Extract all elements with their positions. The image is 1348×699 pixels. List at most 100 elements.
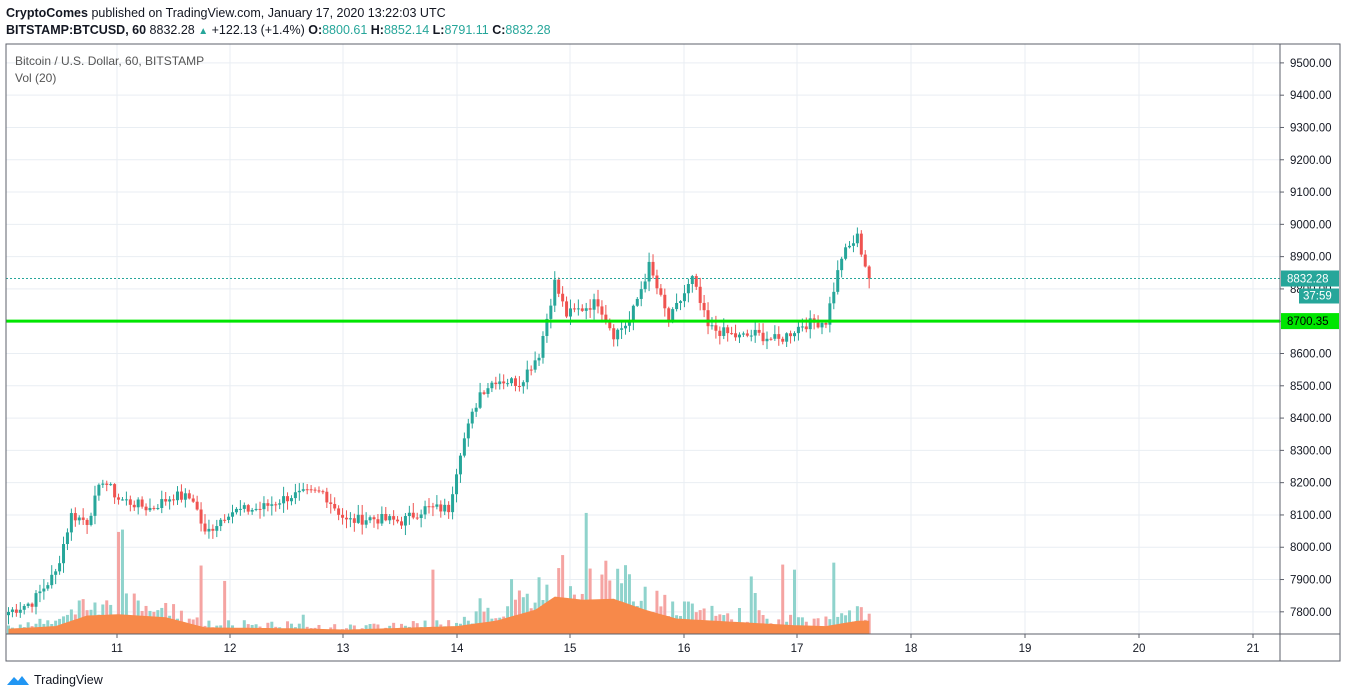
candle-body [451, 494, 455, 513]
candle-body [356, 514, 360, 523]
volume-bar [286, 621, 290, 634]
candle-body [305, 489, 309, 491]
candle-body [423, 506, 427, 515]
candle-body [482, 392, 486, 394]
volume-bar [117, 531, 121, 634]
volume-bar [38, 618, 42, 634]
time-tick-label: 12 [224, 643, 237, 655]
price-tick-label: 8500.00 [1290, 381, 1332, 393]
candle-body [848, 245, 852, 248]
candle-body [785, 333, 789, 342]
volume-bar [859, 607, 863, 634]
candle-body [58, 563, 62, 572]
candle-body [140, 499, 144, 507]
candle-body [14, 609, 18, 613]
volume-bar [832, 562, 836, 634]
candle-body [749, 335, 753, 337]
candle-body [620, 328, 624, 330]
candle-body [647, 261, 651, 282]
volume-bar [686, 601, 690, 634]
candle-body [238, 508, 242, 510]
candle-body [533, 360, 537, 370]
candle-body [274, 504, 278, 506]
candle-body [863, 254, 867, 267]
series-title[interactable]: Bitcoin / U.S. Dollar, 60, BITSTAMP [15, 54, 205, 68]
publisher-name[interactable]: CryptoComes [6, 6, 88, 20]
footer: TradingView [6, 673, 103, 687]
candle-body [859, 233, 863, 255]
candle-body [565, 301, 569, 317]
open-label: O: [308, 23, 323, 37]
candle-body [443, 504, 447, 512]
volume-bar [478, 598, 482, 634]
volume-bar [690, 603, 694, 634]
candle-body [734, 333, 738, 338]
price-tick-label: 8900.00 [1290, 252, 1332, 264]
candle-body [148, 507, 152, 511]
candle-body [675, 302, 679, 310]
time-tick-label: 20 [1133, 643, 1146, 655]
candle-body [179, 491, 183, 500]
candle-body [796, 326, 800, 334]
candle-body [113, 484, 117, 498]
volume-bar [77, 600, 81, 634]
candle-body [800, 326, 804, 328]
candle-body [612, 328, 616, 340]
tradingview-brand[interactable]: TradingView [34, 673, 103, 687]
candle-body [360, 514, 364, 525]
volume-bar [223, 580, 227, 634]
candle-body [191, 498, 195, 502]
candle-body [109, 484, 113, 486]
candle-body [655, 275, 659, 289]
candle-body [160, 499, 164, 508]
candle-body [592, 299, 596, 310]
candle-body [183, 493, 187, 500]
candle-body [341, 514, 345, 518]
candle-body [105, 483, 109, 485]
volume-bar [537, 577, 541, 634]
candle-body [840, 258, 844, 271]
candle-body [604, 314, 608, 322]
candle-body [231, 512, 235, 517]
candle-body [372, 517, 376, 520]
candle-body [561, 293, 565, 302]
volume-bar [517, 590, 521, 634]
low-value: 8791.11 [444, 23, 489, 37]
candle-body [368, 517, 372, 521]
volume-bar [604, 560, 608, 634]
volume-bar [510, 579, 514, 634]
candle-body [789, 333, 793, 337]
candle-body [223, 519, 227, 521]
candle-body [317, 490, 321, 492]
candle-body [301, 489, 305, 491]
candle-body [435, 504, 439, 507]
volume-bar [781, 564, 785, 634]
volume-bar [301, 614, 305, 634]
candle-body [168, 499, 172, 502]
candle-body [69, 513, 73, 533]
price-axis[interactable] [1279, 43, 1341, 635]
candle-body [588, 308, 592, 310]
candle-body [808, 318, 812, 330]
bar-countdown-label: 37:59 [1303, 290, 1332, 302]
publish-line: CryptoComes published on TradingView.com… [6, 5, 551, 22]
candle-body [42, 588, 46, 592]
candle-body [388, 516, 392, 521]
candle-body [380, 514, 384, 524]
candle-body [745, 333, 749, 336]
candle-body [761, 332, 765, 342]
time-axis[interactable] [5, 633, 1281, 662]
candle-body [502, 381, 506, 384]
time-tick-label: 14 [451, 643, 464, 655]
candle-body [211, 528, 215, 531]
volume-bar [663, 594, 667, 634]
candle-body [521, 382, 525, 387]
candle-body [773, 334, 777, 339]
publish-info: published on TradingView.com, January 17… [91, 6, 446, 20]
volume-bar [172, 604, 176, 634]
candle-body [525, 369, 529, 383]
volume-indicator-label[interactable]: Vol (20) [15, 71, 57, 85]
candle-body [608, 321, 612, 329]
time-axis-ticks: 11 12 13 14 15 16 17 18 19 20 21 [111, 634, 1259, 655]
